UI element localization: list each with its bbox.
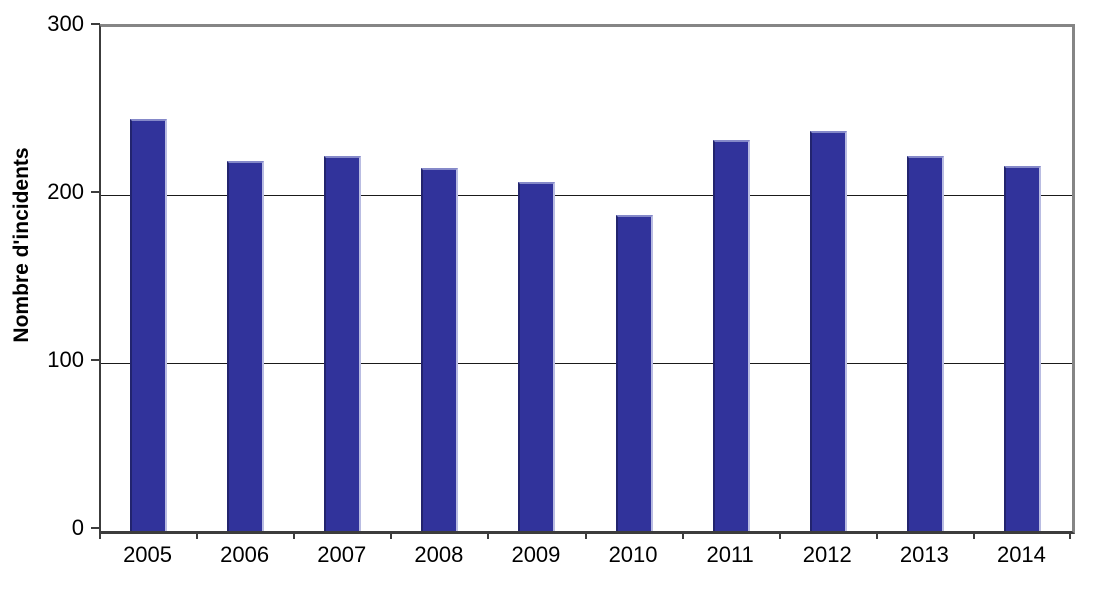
x-tick-label-2013: 2013	[899, 542, 949, 567]
bar-2014	[1003, 166, 1041, 531]
x-tick-label-2011: 2011	[706, 542, 754, 567]
bar-2011	[712, 139, 750, 531]
x-tick-mark-10	[1069, 531, 1071, 539]
y-tick-label-200: 200	[47, 179, 84, 204]
bar-2009	[518, 181, 556, 531]
x-tick-mark-0	[99, 531, 101, 539]
y-tick-label-100: 100	[47, 347, 84, 372]
x-tick-mark-8	[875, 531, 878, 539]
y-tick-mark-0	[91, 527, 100, 529]
x-tick-mark-5	[584, 531, 587, 539]
y-tick-label-300: 300	[47, 11, 84, 36]
x-tick-mark-3	[390, 531, 393, 539]
gridline-100	[101, 363, 1072, 364]
y-tick-mark-200	[91, 191, 100, 193]
x-tick-mark-4	[487, 531, 490, 539]
y-axis-title: Nombre d'incidents	[10, 147, 33, 343]
plot-area	[99, 24, 1075, 534]
x-tick-mark-9	[972, 531, 975, 539]
y-tick-mark-100	[91, 359, 100, 361]
x-tick-label-2008: 2008	[414, 542, 464, 567]
x-tick-label-2005: 2005	[123, 542, 173, 567]
x-tick-label-2007: 2007	[317, 542, 367, 567]
bar-2012	[809, 131, 847, 531]
y-tick-mark-300	[91, 23, 100, 25]
y-tick-label-0: 0	[71, 515, 84, 540]
x-tick-mark-6	[681, 531, 684, 539]
bar-2005	[130, 119, 168, 531]
x-tick-label-2010: 2010	[608, 542, 658, 567]
x-tick-mark-7	[778, 531, 781, 539]
bar-2008	[421, 168, 459, 531]
bar-2010	[615, 215, 653, 531]
bar-2013	[906, 156, 944, 531]
x-tick-mark-1	[196, 531, 199, 539]
x-tick-label-2006: 2006	[220, 542, 270, 567]
gridline-200	[101, 195, 1072, 196]
bar-2007	[324, 156, 362, 531]
x-tick-label-2009: 2009	[511, 542, 561, 567]
x-tick-label-2014: 2014	[996, 542, 1046, 567]
x-tick-mark-2	[293, 531, 296, 539]
bar-2006	[227, 161, 265, 531]
x-tick-label-2012: 2012	[802, 542, 852, 567]
